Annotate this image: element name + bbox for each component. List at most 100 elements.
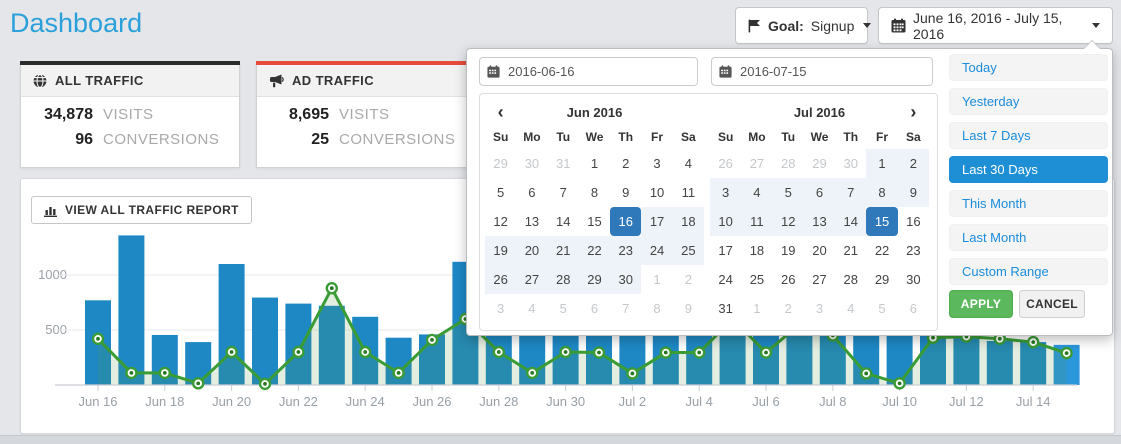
day-cell[interactable]: 10	[710, 207, 742, 236]
day-cell[interactable]: 26	[718, 156, 733, 171]
day-cell[interactable]: 1	[590, 156, 599, 171]
day-cell[interactable]: 27	[749, 156, 765, 171]
day-cell[interactable]: 25	[672, 236, 704, 265]
day-cell[interactable]: 7	[835, 178, 867, 207]
day-cell[interactable]: 28	[843, 272, 858, 287]
day-cell[interactable]: 4	[684, 156, 692, 171]
range-option-today[interactable]: Today	[949, 54, 1108, 81]
day-cell[interactable]: 12	[493, 214, 508, 229]
day-cell[interactable]: 11	[681, 185, 696, 200]
view-all-traffic-report-button[interactable]: VIEW ALL TRAFFIC REPORT	[31, 196, 252, 224]
day-cell[interactable]: 22	[874, 243, 890, 258]
day-cell[interactable]: 29	[493, 156, 508, 171]
range-option-custom-range[interactable]: Custom Range	[949, 258, 1108, 285]
day-cell[interactable]: 10	[649, 185, 665, 200]
day-cell[interactable]: 18	[749, 243, 765, 258]
day-cell[interactable]: 29	[578, 265, 611, 294]
day-cell[interactable]: 3	[710, 178, 742, 207]
day-cell[interactable]: 25	[749, 272, 765, 287]
day-cell[interactable]: 31	[718, 301, 733, 316]
day-cell[interactable]: 9	[684, 301, 692, 316]
day-cell[interactable]: 2	[622, 156, 630, 171]
day-cell[interactable]: 30	[524, 156, 540, 171]
range-option-last-7-days[interactable]: Last 7 Days	[949, 122, 1108, 149]
day-cell[interactable]: 27	[516, 265, 548, 294]
range-option-yesterday[interactable]: Yesterday	[949, 88, 1108, 115]
day-cell[interactable]: 2	[784, 301, 792, 316]
day-cell[interactable]: 7	[622, 301, 630, 316]
day-cell[interactable]: 6	[803, 178, 836, 207]
day-cell[interactable]: 13	[524, 214, 540, 229]
daterange-button[interactable]: June 16, 2016 - July 15, 2016	[878, 7, 1113, 44]
day-cell[interactable]: 3	[653, 156, 661, 171]
day-cell[interactable]: 26	[780, 272, 796, 287]
end-date-input[interactable]	[711, 57, 933, 86]
day-cell[interactable]: 5	[497, 185, 505, 200]
day-cell[interactable]: 24	[641, 236, 673, 265]
range-option-last-30-days[interactable]: Last 30 Days	[949, 156, 1108, 183]
day-cell[interactable]: 8	[590, 185, 599, 200]
goal-dropdown-button[interactable]: Goal: Signup	[735, 7, 872, 44]
day-cell[interactable]: 30	[906, 272, 921, 287]
day-cell[interactable]: 15	[587, 214, 602, 229]
day-cell[interactable]: 16	[906, 214, 921, 229]
day-cell[interactable]: 29	[812, 156, 827, 171]
day-cell[interactable]: 12	[772, 207, 804, 236]
day-cell[interactable]: 13	[803, 207, 836, 236]
range-option-this-month[interactable]: This Month	[949, 190, 1108, 217]
day-cell[interactable]: 29	[874, 272, 890, 287]
day-cell[interactable]: 21	[547, 236, 579, 265]
day-cell[interactable]: 23	[906, 243, 921, 258]
day-cell[interactable]: 28	[547, 265, 579, 294]
day-cell[interactable]: 5	[772, 178, 804, 207]
next-month-icon[interactable]: ›	[910, 101, 917, 122]
day-cell[interactable]: 20	[812, 243, 827, 258]
day-cell[interactable]: 30	[843, 156, 858, 171]
day-cell[interactable]: 21	[843, 243, 858, 258]
day-cell[interactable]: 24	[718, 272, 733, 287]
day-cell[interactable]: 9	[622, 185, 630, 200]
day-cell[interactable]: 17	[641, 207, 673, 236]
day-cell[interactable]: 4	[528, 301, 536, 316]
day-cell[interactable]: 2	[684, 272, 692, 287]
day-cell[interactable]: 6	[528, 185, 536, 200]
day-cell[interactable]: 3	[497, 301, 505, 316]
day-cell[interactable]: 5	[559, 301, 567, 316]
range-option-last-month[interactable]: Last Month	[949, 224, 1108, 251]
day-cell[interactable]: 8	[866, 178, 898, 207]
day-cell[interactable]: 19	[485, 236, 517, 265]
prev-month-icon[interactable]: ‹	[497, 101, 504, 122]
day-cell[interactable]: 2	[897, 149, 929, 178]
day-cell[interactable]: 9	[897, 178, 929, 207]
day-cell[interactable]: 1	[653, 272, 661, 287]
day-cell[interactable]: 16	[610, 207, 642, 236]
day-cell[interactable]: 18	[672, 207, 704, 236]
day-cell[interactable]: 7	[559, 185, 567, 200]
day-cell[interactable]: 31	[555, 156, 571, 171]
day-cell[interactable]: 20	[516, 236, 548, 265]
day-cell[interactable]: 19	[780, 243, 796, 258]
start-date-input[interactable]	[479, 57, 698, 86]
day-cell[interactable]: 15	[866, 207, 898, 236]
cancel-button[interactable]: CANCEL	[1019, 290, 1085, 318]
day-cell[interactable]: 14	[835, 207, 867, 236]
apply-button[interactable]: APPLY	[949, 290, 1013, 318]
day-cell[interactable]: 5	[878, 301, 886, 316]
day-cell[interactable]: 11	[741, 207, 773, 236]
day-cell[interactable]: 4	[741, 178, 773, 207]
day-cell[interactable]: 3	[815, 301, 824, 316]
day-cell[interactable]: 14	[555, 214, 571, 229]
day-cell[interactable]: 1	[866, 149, 898, 178]
day-cell[interactable]: 22	[578, 236, 611, 265]
day-cell[interactable]: 8	[653, 301, 661, 316]
day-cell[interactable]: 6	[590, 301, 599, 316]
day-cell[interactable]: 1	[753, 301, 761, 316]
day-cell[interactable]: 17	[718, 243, 733, 258]
day-cell[interactable]: 6	[909, 301, 917, 316]
day-cell[interactable]: 28	[780, 156, 796, 171]
day-cell[interactable]: 30	[610, 265, 642, 294]
day-cell[interactable]: 23	[610, 236, 642, 265]
day-cell[interactable]: 26	[485, 265, 517, 294]
day-cell[interactable]: 4	[847, 301, 855, 316]
day-cell[interactable]: 27	[812, 272, 827, 287]
